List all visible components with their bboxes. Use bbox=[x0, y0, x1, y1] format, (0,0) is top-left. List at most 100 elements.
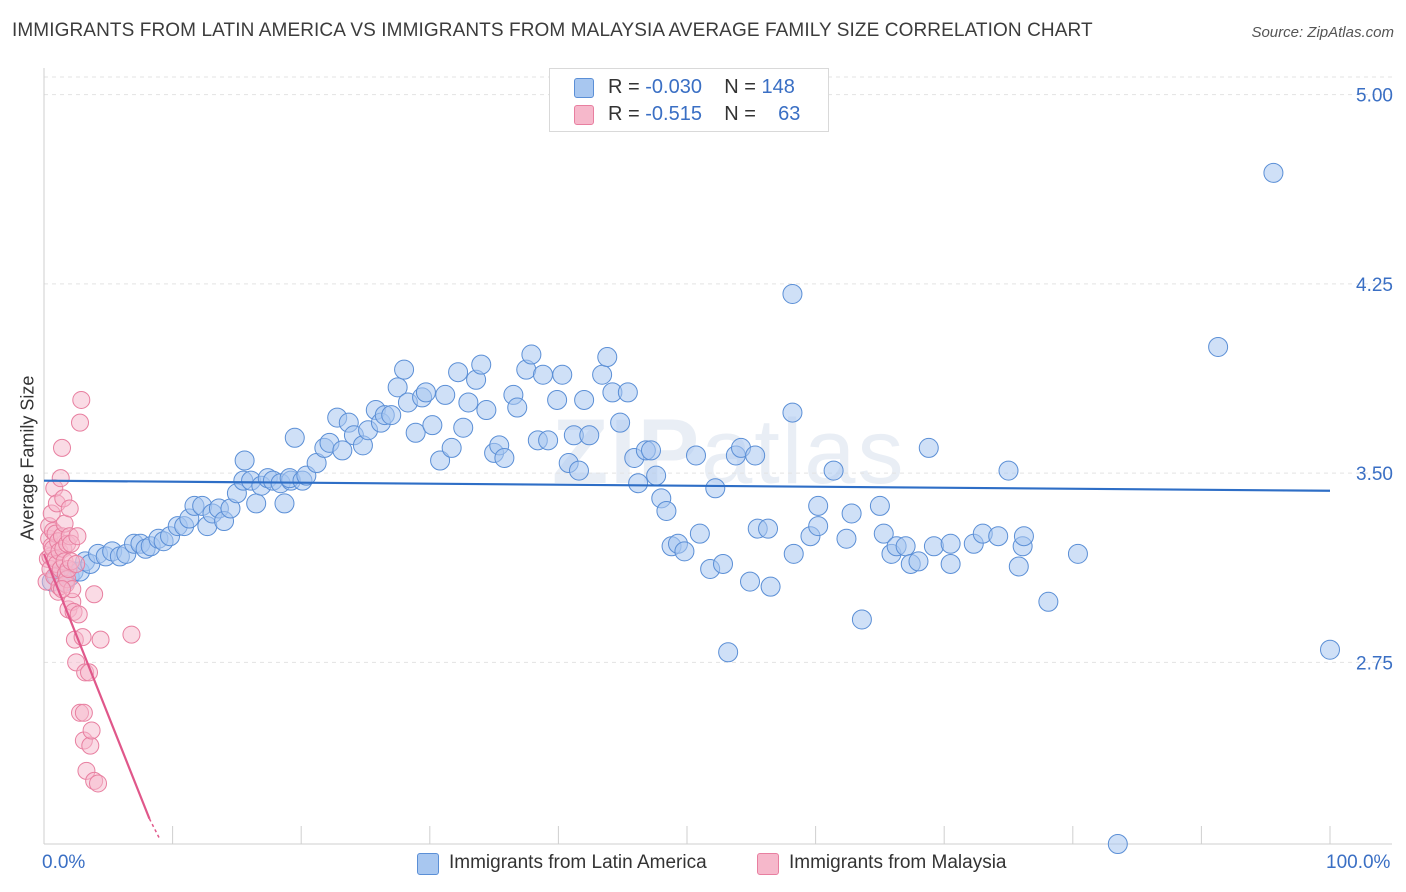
data-point-latin-america bbox=[745, 445, 766, 466]
data-point-latin-america bbox=[422, 415, 443, 436]
data-point-latin-america bbox=[686, 445, 707, 466]
data-point-latin-america bbox=[246, 493, 267, 514]
data-point-latin-america bbox=[782, 283, 803, 304]
data-point-latin-america bbox=[869, 495, 890, 516]
data-point-latin-america bbox=[332, 440, 353, 461]
data-point-latin-america bbox=[895, 536, 916, 557]
trend-line-latin-america bbox=[43, 479, 1331, 492]
legend-r-value: -0.515 bbox=[645, 103, 702, 125]
data-point-latin-america bbox=[507, 397, 528, 418]
data-point-latin-america bbox=[808, 495, 829, 516]
data-point-latin-america bbox=[494, 447, 515, 468]
data-point-latin-america bbox=[1008, 556, 1029, 577]
data-point-latin-america bbox=[547, 389, 568, 410]
data-point-latin-america bbox=[640, 440, 661, 461]
legend-n-label: N = bbox=[724, 76, 762, 98]
data-point-latin-america bbox=[405, 422, 426, 443]
data-point-latin-america bbox=[532, 364, 553, 385]
data-point-latin-america bbox=[1067, 543, 1088, 564]
x-tick-label-min: 0.0% bbox=[42, 852, 86, 873]
data-point-latin-america bbox=[284, 427, 305, 448]
y-axis-label: Average Family Size bbox=[17, 375, 38, 541]
data-point-latin-america bbox=[1208, 336, 1229, 357]
trend-line-malaysia-extension bbox=[148, 818, 161, 840]
data-point-malaysia bbox=[89, 774, 108, 793]
data-point-malaysia bbox=[74, 703, 93, 722]
trend-line-malaysia bbox=[42, 553, 151, 820]
data-point-latin-america bbox=[476, 400, 497, 421]
data-point-latin-america bbox=[568, 460, 589, 481]
data-point-latin-america bbox=[908, 551, 929, 572]
data-point-latin-america bbox=[1013, 526, 1034, 547]
data-point-latin-america bbox=[610, 412, 631, 433]
bottom-legend-swatch-pink bbox=[757, 853, 779, 875]
data-point-latin-america bbox=[713, 553, 734, 574]
data-point-malaysia bbox=[69, 605, 88, 624]
data-point-latin-america bbox=[579, 425, 600, 446]
data-point-latin-america bbox=[453, 417, 474, 438]
data-point-latin-america bbox=[808, 516, 829, 537]
data-point-latin-america bbox=[471, 354, 492, 375]
data-point-latin-america bbox=[836, 528, 857, 549]
data-point-latin-america bbox=[760, 576, 781, 597]
data-point-latin-america bbox=[918, 437, 939, 458]
data-point-malaysia bbox=[72, 390, 91, 409]
legend-swatch-pink bbox=[574, 105, 594, 125]
data-point-malaysia bbox=[82, 721, 101, 740]
data-point-latin-america bbox=[394, 359, 415, 380]
data-point-latin-america bbox=[597, 347, 618, 368]
data-point-latin-america bbox=[574, 389, 595, 410]
data-point-latin-america bbox=[274, 493, 295, 514]
data-point-malaysia bbox=[91, 630, 110, 649]
legend-r-label: R = bbox=[608, 76, 646, 98]
data-point-latin-america bbox=[718, 642, 739, 663]
legend-r-value: -0.030 bbox=[645, 76, 702, 98]
source-label: Source: ZipAtlas.com bbox=[1251, 24, 1394, 41]
data-point-latin-america bbox=[1038, 591, 1059, 612]
y-tick-labels: 2.75 3.50 4.25 5.00 bbox=[1356, 86, 1393, 675]
data-point-malaysia bbox=[122, 625, 141, 644]
data-point-latin-america bbox=[923, 536, 944, 557]
data-point-latin-america bbox=[705, 478, 726, 499]
data-point-latin-america bbox=[381, 405, 402, 426]
data-point-latin-america bbox=[841, 503, 862, 524]
legend-n-value: 63 bbox=[778, 103, 801, 125]
correlation-legend: R = -0.030 N = 148 R = -0.515 N = 63 bbox=[549, 68, 829, 132]
data-point-latin-america bbox=[783, 543, 804, 564]
data-point-latin-america bbox=[448, 362, 469, 383]
data-point-latin-america bbox=[1107, 834, 1128, 854]
y-tick-label: 2.75 bbox=[1356, 653, 1393, 674]
data-point-latin-america bbox=[234, 450, 255, 471]
bottom-legend-swatch-blue bbox=[417, 853, 439, 875]
y-tick-label: 4.25 bbox=[1356, 275, 1393, 296]
data-point-latin-america bbox=[430, 450, 451, 471]
data-point-malaysia bbox=[53, 438, 72, 457]
data-point-latin-america bbox=[782, 402, 803, 423]
data-point-latin-america bbox=[617, 382, 638, 403]
data-point-latin-america bbox=[740, 571, 761, 592]
data-point-malaysia bbox=[71, 413, 90, 432]
data-point-latin-america bbox=[1320, 639, 1340, 660]
legend-n-value: 148 bbox=[761, 76, 795, 98]
data-point-latin-america bbox=[628, 473, 649, 494]
legend-swatch-blue bbox=[574, 78, 594, 98]
data-point-latin-america bbox=[1263, 162, 1284, 183]
data-point-latin-america bbox=[823, 460, 844, 481]
data-point-latin-america bbox=[758, 518, 779, 539]
legend-r-label: R = bbox=[608, 103, 646, 125]
data-point-latin-america bbox=[415, 382, 436, 403]
data-point-latin-america bbox=[538, 430, 559, 451]
data-point-latin-america bbox=[674, 541, 695, 562]
trend-lines bbox=[42, 479, 1331, 840]
data-point-latin-america bbox=[646, 465, 667, 486]
data-point-latin-america bbox=[656, 500, 677, 521]
y-tick-label: 3.50 bbox=[1356, 464, 1393, 485]
axes bbox=[43, 68, 1392, 845]
data-point-malaysia bbox=[60, 499, 79, 518]
bottom-legend-label: Immigrants from Latin America bbox=[449, 852, 707, 873]
data-point-latin-america bbox=[988, 526, 1009, 547]
series-malaysia bbox=[37, 390, 141, 793]
data-point-malaysia bbox=[51, 469, 70, 488]
legend-n-label: N = bbox=[724, 103, 762, 125]
